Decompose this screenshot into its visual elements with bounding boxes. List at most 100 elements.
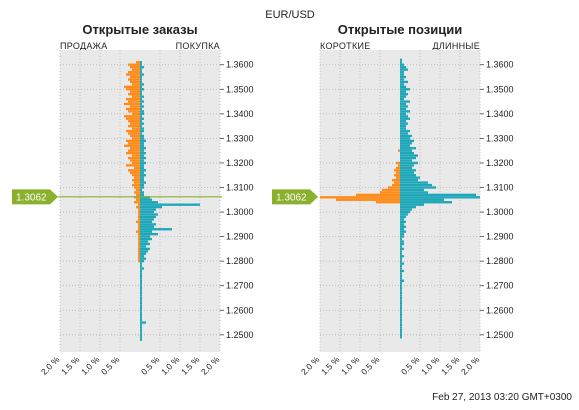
right-bar (140, 147, 146, 150)
left-bar (136, 220, 140, 224)
left-bar (130, 66, 140, 69)
right-bar (140, 274, 142, 278)
left-bar (128, 100, 140, 103)
right-bar (140, 169, 146, 172)
right-bar (140, 139, 146, 143)
right-bar (140, 272, 142, 275)
right-bar (400, 282, 402, 285)
right-bar (400, 139, 414, 143)
right-bar (140, 259, 144, 263)
right-bar (400, 301, 402, 305)
right-bar (140, 284, 142, 287)
left-bar (126, 97, 140, 101)
right-bar (400, 311, 402, 314)
x-tick-label: 0.5 % (399, 354, 422, 377)
x-tick-label: 0.5 % (359, 354, 382, 377)
right-bar (140, 191, 144, 194)
right-bar (140, 149, 144, 152)
left-bar (138, 223, 140, 226)
right-bar (400, 110, 410, 113)
left-bar (126, 73, 140, 76)
right-bar (140, 117, 144, 120)
plot-background (60, 50, 220, 352)
right-bar (400, 304, 402, 307)
right-bar (140, 68, 142, 71)
right-bar (140, 63, 142, 66)
left-bar (128, 63, 140, 66)
left-bar (126, 88, 140, 91)
left-bar (380, 191, 400, 194)
left-bar (128, 156, 140, 160)
right-bar (140, 142, 144, 145)
x-tick-label: 2.0 % (199, 354, 222, 377)
left-bar (396, 171, 400, 174)
left-bar (138, 215, 140, 219)
right-bar (140, 83, 144, 86)
open-positions-panel: Открытые позиции КОРОТКИЕ ДЛИННЫЕ 1.3600… (299, 22, 514, 377)
right-bar (140, 240, 148, 243)
right-bar (400, 306, 402, 309)
y-tick-label: 1.3200 (226, 158, 254, 168)
right-bar (140, 264, 142, 268)
right-bar (400, 242, 404, 246)
right-bar (140, 127, 144, 130)
right-bar (140, 129, 144, 133)
short-label: КОРОТКИЕ (320, 41, 371, 51)
right-bar (140, 218, 154, 221)
right-bar (140, 122, 144, 125)
right-bar (400, 198, 444, 201)
left-bar (128, 132, 140, 135)
right-bar (140, 338, 142, 341)
left-bar (136, 198, 140, 201)
right-bar (140, 213, 158, 216)
right-bar (140, 291, 142, 295)
buy-label: ПОКУПКА (176, 41, 220, 51)
right-bar (400, 262, 404, 265)
right-bar (400, 333, 402, 336)
right-bar (140, 296, 142, 300)
right-bar (140, 100, 144, 103)
right-bar (400, 83, 404, 86)
right-bar (140, 181, 146, 184)
right-bar (140, 299, 142, 302)
left-bar (128, 78, 140, 81)
y-tick-label: 1.2600 (226, 305, 254, 315)
right-bar (400, 267, 402, 270)
x-tick-label: 2.0 % (459, 354, 482, 377)
left-bar (130, 159, 140, 162)
left-bar (336, 198, 400, 201)
open-orders-panel: Открытые заказы ПРОДАЖА ПОКУПКА 1.36001.… (39, 22, 254, 377)
left-bar (392, 178, 400, 182)
right-bar (140, 205, 162, 209)
current-price-label-right: 1.3062 (276, 192, 307, 203)
right-bar (140, 318, 142, 322)
right-bar (140, 161, 146, 165)
right-bar (400, 193, 476, 197)
right-bar (140, 137, 144, 140)
right-bar (140, 321, 146, 324)
right-bar (140, 232, 158, 236)
right-bar (400, 223, 404, 226)
right-bar (400, 73, 404, 76)
left-bar (130, 90, 140, 93)
right-bar (400, 228, 404, 231)
right-bar (140, 85, 142, 88)
right-bar (140, 193, 144, 197)
right-bar (400, 215, 406, 219)
y-tick-label: 1.3200 (486, 158, 514, 168)
open-orders-plot: 1.3600 1.3500 1.3400 1.3300 1.3200 1.3100 1.30… (39, 50, 254, 377)
right-bar (400, 137, 410, 140)
right-bar (400, 117, 410, 120)
left-bar (128, 142, 140, 145)
right-bar (400, 294, 402, 297)
x-tick-label: 0.5 % (139, 354, 162, 377)
right-bar (140, 235, 150, 238)
right-bar (140, 151, 146, 155)
right-bar (140, 178, 144, 182)
right-bar (400, 169, 416, 172)
left-bar (134, 181, 140, 184)
right-bar (400, 115, 408, 118)
right-bar (400, 213, 408, 216)
right-bar (400, 75, 406, 79)
